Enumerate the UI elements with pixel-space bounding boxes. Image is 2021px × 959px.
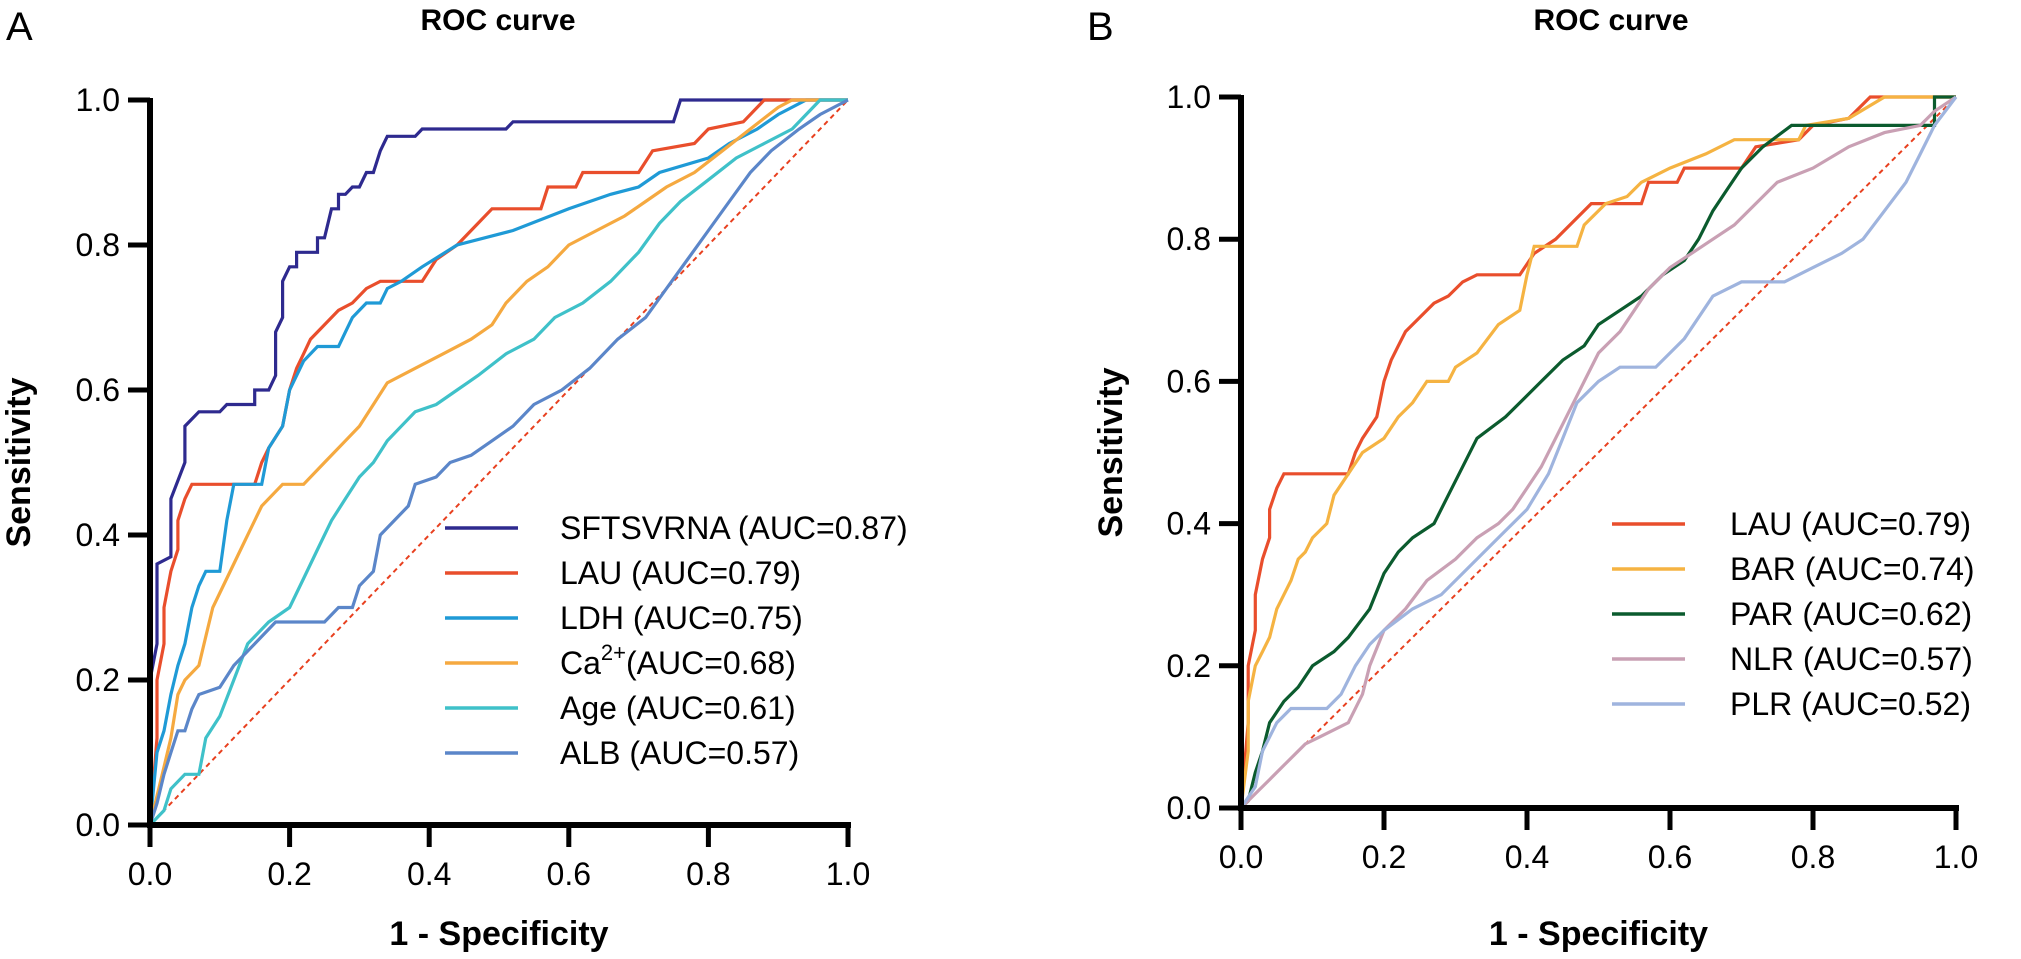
roc-line-nlr: [1239, 95, 1957, 810]
x-tick-label: 0.2: [1362, 839, 1406, 875]
legend-label: LDH (AUC=0.75): [560, 600, 803, 636]
chart-title: ROC curve: [1533, 4, 1688, 37]
legend: LAU (AUC=0.79) BAR (AUC=0.74) PAR (AUC=0.6…: [1612, 506, 1975, 722]
x-tick-label: 0.0: [128, 856, 172, 892]
roc-line-alb: [148, 98, 849, 826]
y-tick-label: 1.0: [76, 82, 120, 118]
roc-panel-b: B ROC curve 0.0 0.2 0.4 0.6 0.8 1.0 0.0 0.2 0.4 0.6…: [1087, 4, 1978, 953]
y-tick-label: 0.8: [1167, 221, 1211, 257]
roc-line-bar: [1239, 95, 1956, 809]
y-tick-label: 0.2: [76, 662, 120, 698]
roc-line-sftsvrna: [148, 98, 848, 825]
y-tick-label: 0.4: [1167, 506, 1211, 542]
roc-line-age: [148, 98, 848, 827]
y-tick-label: 0.0: [76, 807, 120, 843]
chart-title: ROC curve: [420, 4, 575, 37]
legend-label: ALB (AUC=0.57): [560, 735, 799, 771]
legend-label: SFTSVRNA (AUC=0.87): [560, 510, 908, 546]
y-axis-label: Sensitivity: [1092, 367, 1130, 537]
x-tick-label: 0.8: [1791, 839, 1835, 875]
x-tick-label: 0.0: [1219, 839, 1263, 875]
legend-label: Age (AUC=0.61): [560, 690, 796, 726]
reference-diagonal-line: [1240, 96, 1957, 809]
roc-line-lau: [1239, 95, 1956, 809]
legend-label: PAR (AUC=0.62): [1730, 596, 1972, 632]
y-tick-label: 0.6: [76, 372, 120, 408]
x-tick-label: 1.0: [826, 856, 870, 892]
x-tick-label: 0.8: [686, 856, 730, 892]
y-axis-label: Sensitivity: [0, 377, 38, 547]
y-tick-label: 0.2: [1167, 648, 1211, 684]
roc-panel-a: A ROC curve 0.0 0.2 0.4 0.6 0.8 1.0 0.0 0.2 0.4 0.6…: [0, 4, 908, 953]
roc-line-ldh: [148, 98, 848, 826]
panel-label: B: [1087, 5, 1114, 49]
legend-label: PLR (AUC=0.52): [1730, 686, 1971, 722]
legend: SFTSVRNA (AUC=0.87) LAU (AUC=0.79) LDH (AU…: [445, 510, 908, 771]
roc-line-ca2: [148, 98, 848, 826]
legend-label: BAR (AUC=0.74): [1730, 551, 1975, 587]
x-tick-label: 0.4: [1505, 839, 1549, 875]
x-tick-label: 0.6: [547, 856, 591, 892]
x-tick-label: 0.6: [1648, 839, 1692, 875]
roc-line-lau: [148, 98, 848, 826]
legend-label: LAU (AUC=0.79): [1730, 506, 1971, 542]
x-axis-label: 1 - Specificity: [1489, 915, 1708, 953]
y-tick-label: 1.0: [1167, 79, 1211, 115]
y-tick-label: 0.0: [1167, 790, 1211, 826]
y-tick-label: 0.8: [76, 227, 120, 263]
x-tick-label: 0.2: [267, 856, 311, 892]
reference-diagonal-line: [149, 99, 849, 826]
x-tick-label: 0.4: [407, 856, 451, 892]
legend-label: NLR (AUC=0.57): [1730, 641, 1973, 677]
x-axis-label: 1 - Specificity: [389, 915, 608, 953]
y-tick-label: 0.6: [1167, 363, 1211, 399]
y-tick-label: 0.4: [76, 517, 120, 553]
roc-line-plr: [1239, 96, 1958, 809]
legend-label: Ca2+(AUC=0.68): [560, 640, 796, 681]
x-tick-label: 1.0: [1934, 839, 1978, 875]
legend-label: LAU (AUC=0.79): [560, 555, 801, 591]
panel-label: A: [6, 5, 33, 49]
roc-line-par: [1239, 95, 1956, 810]
